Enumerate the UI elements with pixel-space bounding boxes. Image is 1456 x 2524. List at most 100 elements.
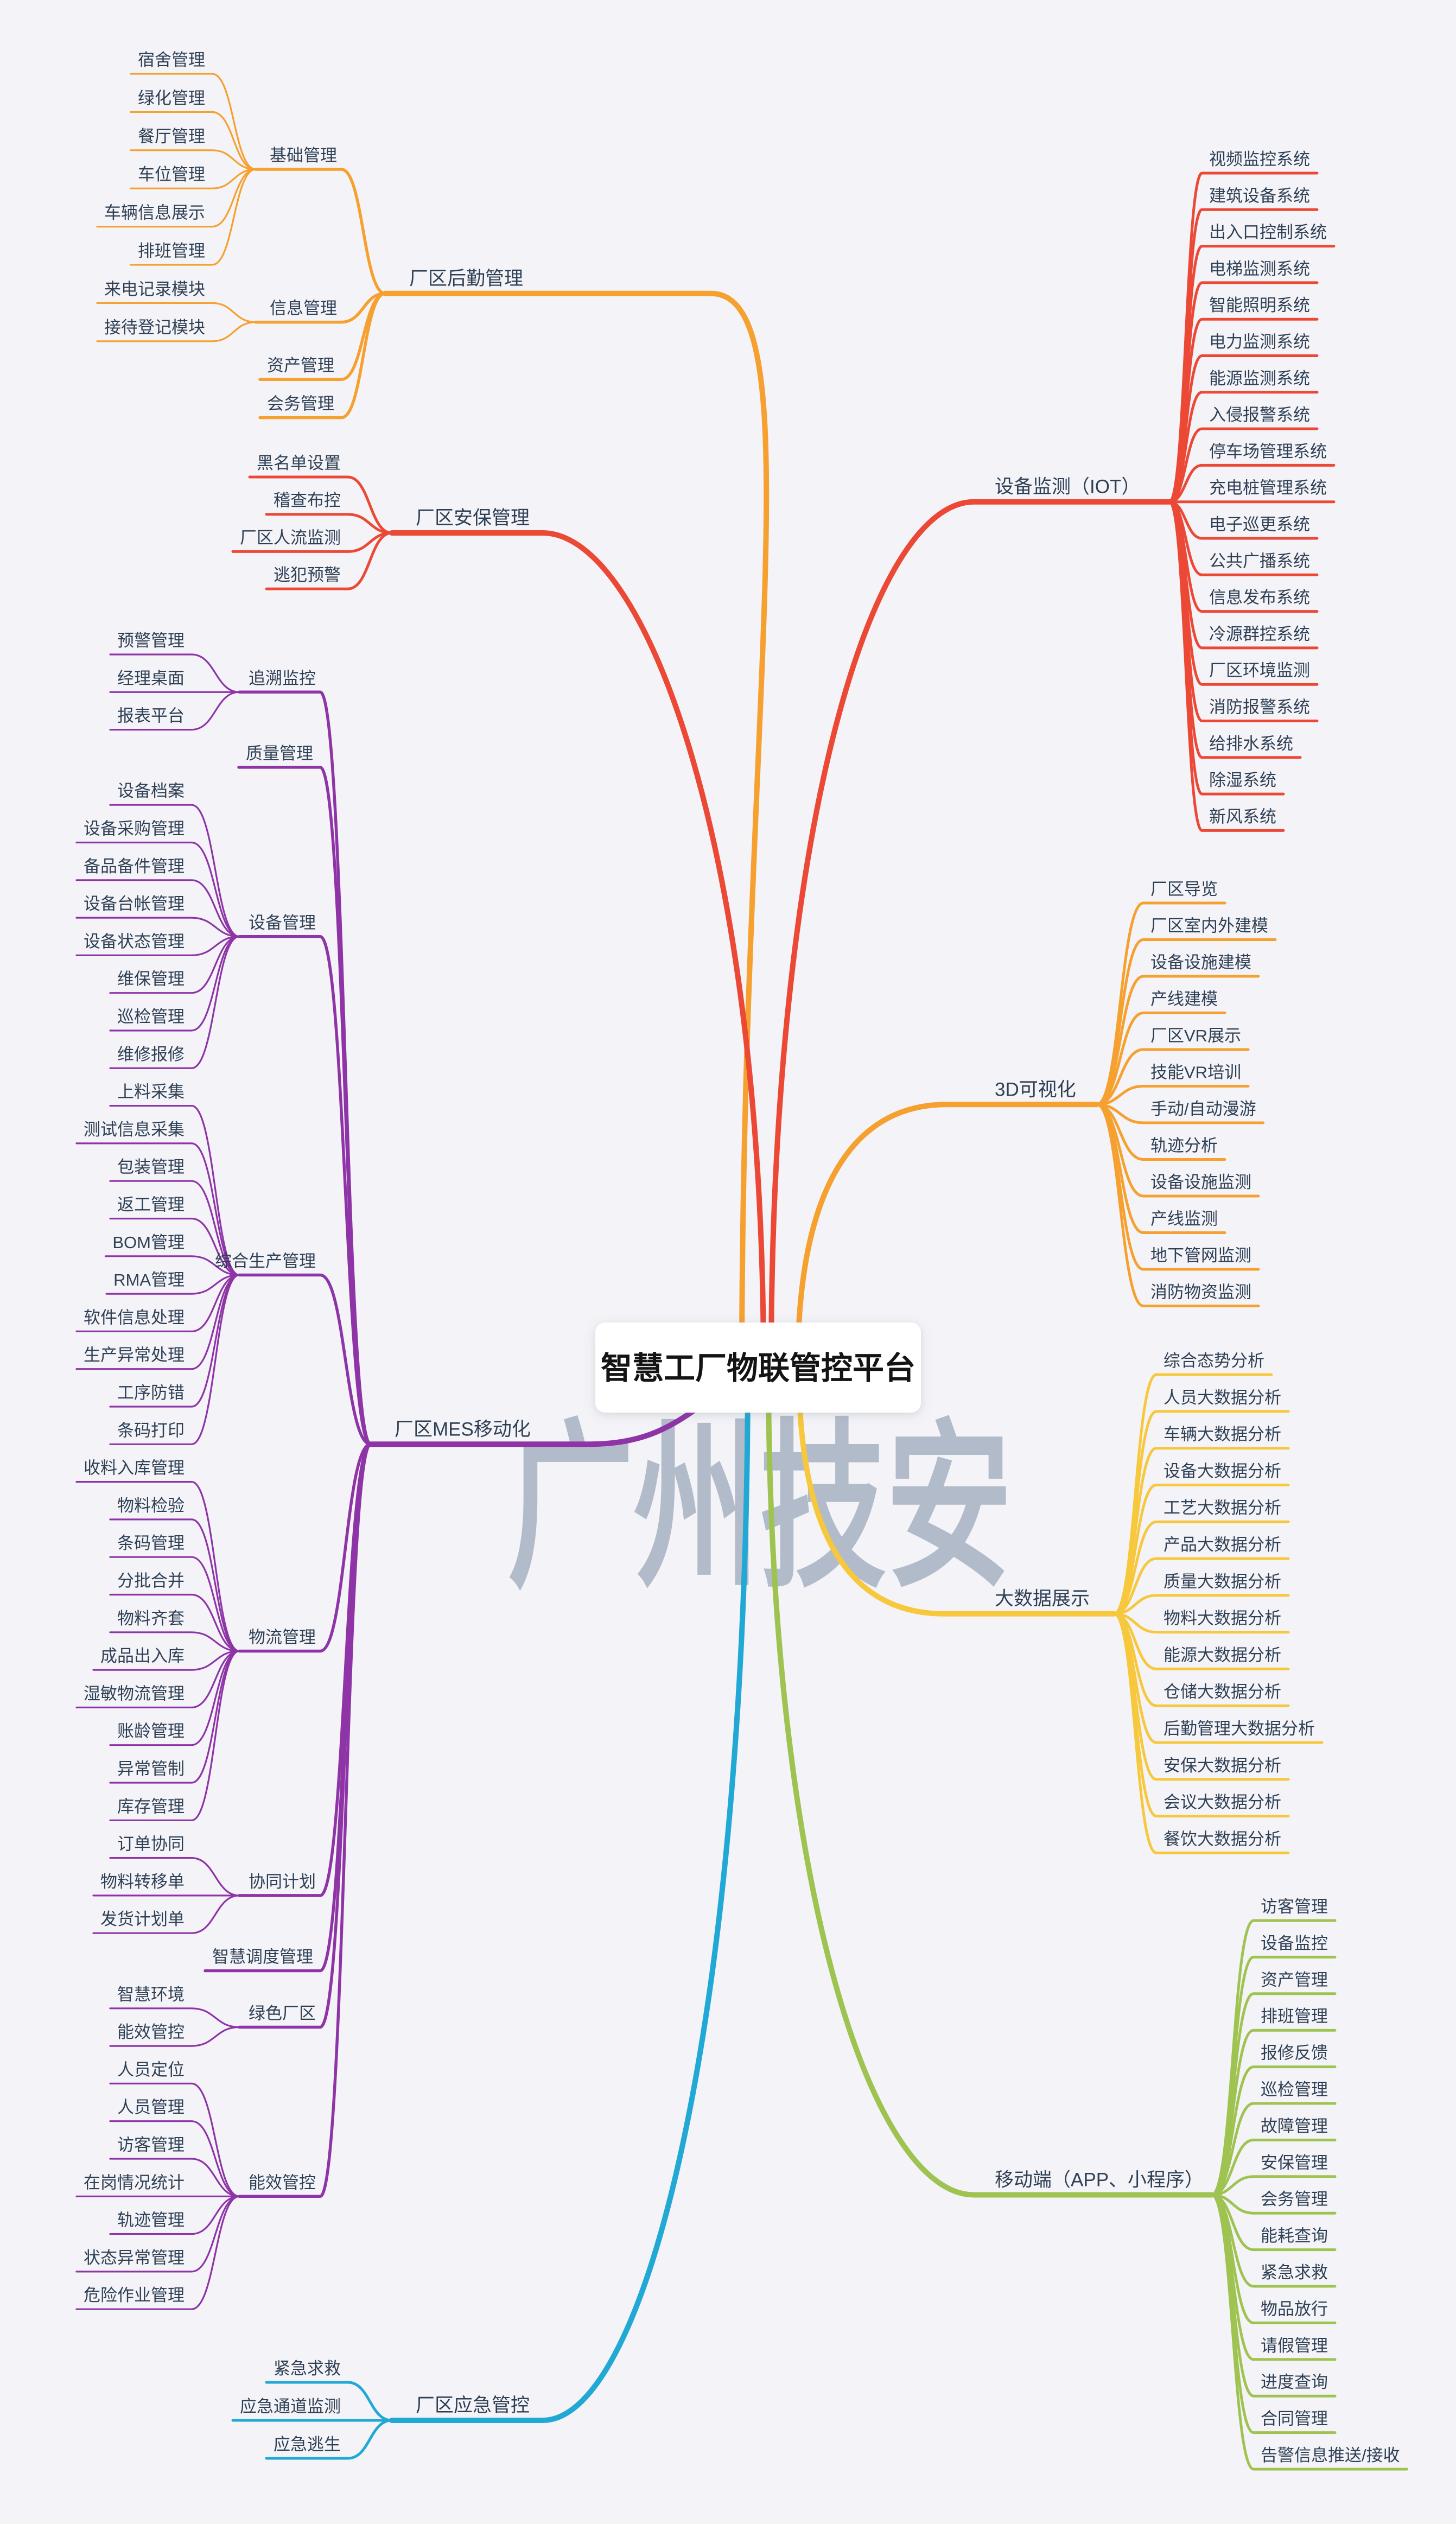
leaf-label[interactable]: 会议大数据分析 (1163, 1793, 1281, 1812)
leaf-label[interactable]: 出入口控制系统 (1209, 223, 1327, 242)
leaf-label[interactable]: 电梯监测系统 (1209, 259, 1310, 278)
leaf-label[interactable]: 收料入库管理 (84, 1459, 185, 1478)
branch-label[interactable]: 厂区应急管控 (416, 2395, 530, 2416)
leaf-label[interactable]: 湿敏物流管理 (84, 1684, 185, 1703)
leaf-label[interactable]: 黑名单设置 (257, 454, 341, 473)
leaf-label[interactable]: 电力监测系统 (1209, 333, 1310, 352)
leaf-label[interactable]: 厂区室内外建模 (1150, 917, 1268, 936)
leaf-label[interactable]: 上料采集 (117, 1083, 185, 1102)
central-topic-label[interactable]: 智慧工厂物联管控平台 (601, 1351, 915, 1386)
leaf-label[interactable]: 车位管理 (138, 165, 205, 184)
leaf-label[interactable]: 条码打印 (117, 1421, 185, 1440)
leaf-label[interactable]: BOM管理 (112, 1233, 185, 1252)
branch-label[interactable]: 移动端（APP、小程序） (995, 2170, 1204, 2191)
leaf-label[interactable]: 请假管理 (1261, 2336, 1328, 2355)
leaf-label[interactable]: 能源大数据分析 (1163, 1645, 1281, 1664)
leaf-label[interactable]: 物品放行 (1261, 2299, 1328, 2318)
leaf-label[interactable]: 地下管网监测 (1150, 1246, 1251, 1265)
node-label[interactable]: 信息管理 (270, 299, 337, 318)
leaf-label[interactable]: 发货计划单 (100, 1910, 185, 1929)
leaf-label[interactable]: 质量大数据分析 (1163, 1572, 1281, 1591)
leaf-label[interactable]: 手动/自动漫游 (1150, 1099, 1256, 1118)
leaf-label[interactable]: 返工管理 (117, 1196, 185, 1215)
leaf-label[interactable]: 状态异常管理 (84, 2248, 185, 2267)
leaf-label[interactable]: 新风系统 (1209, 807, 1276, 826)
leaf-label[interactable]: 产线建模 (1150, 990, 1218, 1009)
node-label[interactable]: 综合生产管理 (215, 1251, 316, 1270)
leaf-label[interactable]: 设备设施监测 (1150, 1173, 1251, 1192)
leaf-label[interactable]: 综合态势分析 (1163, 1351, 1264, 1370)
leaf-label[interactable]: 进度查询 (1261, 2373, 1328, 2392)
leaf-label[interactable]: 成品出入库 (100, 1646, 185, 1665)
node-label[interactable]: 绿色厂区 (249, 2004, 316, 2023)
leaf-label[interactable]: 技能VR培训 (1150, 1063, 1241, 1082)
leaf-label[interactable]: 绿化管理 (138, 88, 205, 107)
leaf-label[interactable]: 人员管理 (117, 2098, 185, 2117)
leaf-label[interactable]: 合同管理 (1261, 2409, 1328, 2428)
leaf-label[interactable]: 紧急求救 (274, 2359, 341, 2378)
node-label[interactable]: 基础管理 (270, 146, 337, 165)
leaf-label[interactable]: 设备设施建模 (1150, 953, 1251, 972)
leaf-label[interactable]: 维修报修 (117, 1045, 185, 1064)
leaf-label[interactable]: 危险作业管理 (84, 2286, 185, 2305)
leaf-label[interactable]: 工序防错 (117, 1383, 185, 1402)
leaf-label[interactable]: 能效管控 (117, 2023, 185, 2042)
leaf-label[interactable]: 视频监控系统 (1209, 150, 1310, 169)
leaf-label[interactable]: 资产管理 (1261, 1970, 1328, 1989)
leaf-label[interactable]: 厂区人流监测 (240, 528, 341, 547)
leaf-label[interactable]: 维保管理 (117, 970, 185, 989)
leaf-label[interactable]: 厂区VR展示 (1150, 1026, 1241, 1045)
leaf-label[interactable]: 稽查布控 (274, 491, 341, 510)
node-label[interactable]: 追溯监控 (249, 669, 316, 688)
leaf-label[interactable]: 能耗查询 (1261, 2227, 1328, 2246)
leaf-label[interactable]: 会务管理 (1261, 2190, 1328, 2209)
leaf-label[interactable]: 产线监测 (1150, 1210, 1218, 1229)
leaf-label[interactable]: 测试信息采集 (84, 1120, 185, 1139)
leaf-label[interactable]: 账龄管理 (117, 1722, 185, 1741)
leaf-label[interactable]: 资产管理 (267, 356, 334, 375)
leaf-label[interactable]: 入侵报警系统 (1209, 405, 1310, 424)
branch-label[interactable]: 厂区后勤管理 (409, 268, 523, 289)
leaf-label[interactable]: 设备大数据分析 (1163, 1461, 1281, 1480)
leaf-label[interactable]: 设备台帐管理 (84, 894, 185, 913)
leaf-label[interactable]: 条码管理 (117, 1534, 185, 1553)
leaf-label[interactable]: 排班管理 (138, 241, 205, 260)
leaf-label[interactable]: 消防物资监测 (1150, 1283, 1251, 1302)
leaf-label[interactable]: 产品大数据分析 (1163, 1535, 1281, 1554)
leaf-label[interactable]: 告警信息推送/接收 (1261, 2446, 1400, 2465)
leaf-label[interactable]: 质量管理 (246, 744, 313, 763)
leaf-label[interactable]: 接待登记模块 (104, 318, 205, 337)
leaf-label[interactable]: 逃犯预警 (274, 565, 341, 584)
node-label[interactable]: 设备管理 (249, 913, 316, 932)
leaf-label[interactable]: 紧急求救 (1261, 2263, 1328, 2282)
leaf-label[interactable]: 电子巡更系统 (1209, 515, 1310, 534)
leaf-label[interactable]: 会务管理 (267, 395, 334, 414)
leaf-label[interactable]: 智慧环境 (117, 1985, 185, 2004)
leaf-label[interactable]: 给排水系统 (1209, 734, 1293, 753)
leaf-label[interactable]: 轨迹管理 (117, 2211, 185, 2230)
leaf-label[interactable]: 除湿系统 (1209, 771, 1276, 790)
leaf-label[interactable]: 智能照明系统 (1209, 296, 1310, 315)
leaf-label[interactable]: 巡检管理 (1261, 2080, 1328, 2099)
leaf-label[interactable]: 人员大数据分析 (1163, 1388, 1281, 1407)
leaf-label[interactable]: 冷源群控系统 (1209, 625, 1310, 644)
leaf-label[interactable]: 餐饮大数据分析 (1163, 1829, 1281, 1848)
leaf-label[interactable]: 建筑设备系统 (1209, 186, 1310, 205)
leaf-label[interactable]: 报表平台 (117, 707, 185, 726)
leaf-label[interactable]: 轨迹分析 (1150, 1136, 1218, 1155)
node-label[interactable]: 物流管理 (249, 1627, 316, 1646)
node-label[interactable]: 能效管控 (249, 2173, 316, 2192)
leaf-label[interactable]: 库存管理 (117, 1797, 185, 1816)
leaf-label[interactable]: 餐厅管理 (138, 127, 205, 146)
leaf-label[interactable]: 宿舍管理 (138, 50, 205, 69)
leaf-label[interactable]: 车辆大数据分析 (1163, 1425, 1281, 1444)
node-label[interactable]: 协同计划 (249, 1872, 316, 1891)
leaf-label[interactable]: 能源监测系统 (1209, 369, 1310, 388)
leaf-label[interactable]: 巡检管理 (117, 1007, 185, 1026)
leaf-label[interactable]: 订单协同 (117, 1835, 185, 1854)
leaf-label[interactable]: 应急逃生 (274, 2435, 341, 2454)
leaf-label[interactable]: 排班管理 (1261, 2007, 1328, 2026)
leaf-label[interactable]: 设备档案 (117, 781, 185, 800)
leaf-label[interactable]: 充电桩管理系统 (1209, 479, 1327, 498)
leaf-label[interactable]: 预警管理 (117, 631, 185, 650)
